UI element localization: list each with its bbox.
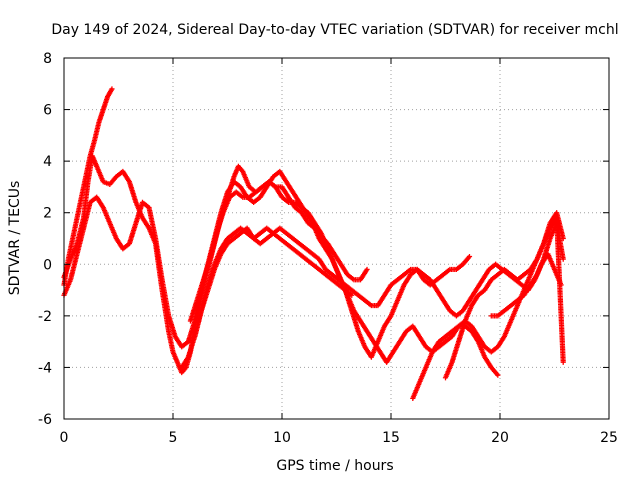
axis-ticks: 0 5 10 15 20 25 -6 -4 -2 0 2 4 6 8	[38, 51, 618, 446]
x-tick-label: 15	[382, 430, 400, 446]
x-tick-label: 10	[273, 430, 291, 446]
y-tick-label: 2	[43, 206, 52, 222]
series-track-d	[187, 179, 566, 365]
x-tick-label: 5	[169, 430, 178, 446]
data-point	[560, 256, 566, 262]
y-tick-label: 0	[43, 257, 52, 273]
x-tick-label: 0	[60, 430, 69, 446]
y-tick-label: -4	[38, 360, 52, 376]
chart-title: Day 149 of 2024, Sidereal Day-to-day VTE…	[51, 22, 618, 38]
y-axis-label: SDTVAR / TECUs	[7, 181, 23, 296]
y-tick-label: -2	[38, 309, 52, 325]
y-tick-label: 4	[43, 154, 52, 170]
series-track-i	[488, 220, 566, 319]
series-track-g	[410, 323, 501, 401]
y-tick-label: 8	[43, 51, 52, 67]
x-tick-label: 20	[491, 430, 509, 446]
series-track-h	[442, 215, 566, 381]
y-tick-label: -6	[38, 412, 52, 428]
y-tick-label: 6	[43, 103, 52, 119]
data-point	[495, 372, 501, 378]
x-tick-label: 25	[600, 430, 618, 446]
plot-frame	[63, 57, 610, 420]
data-point	[466, 253, 473, 260]
data-point	[364, 266, 370, 273]
series-track-c	[61, 168, 473, 360]
data-point	[349, 292, 355, 298]
data-point	[560, 359, 566, 365]
series-track-f	[179, 225, 355, 371]
data-point	[109, 86, 115, 92]
grid	[64, 58, 609, 419]
data-points	[61, 86, 566, 401]
x-axis-label: GPS time / hours	[276, 458, 393, 474]
